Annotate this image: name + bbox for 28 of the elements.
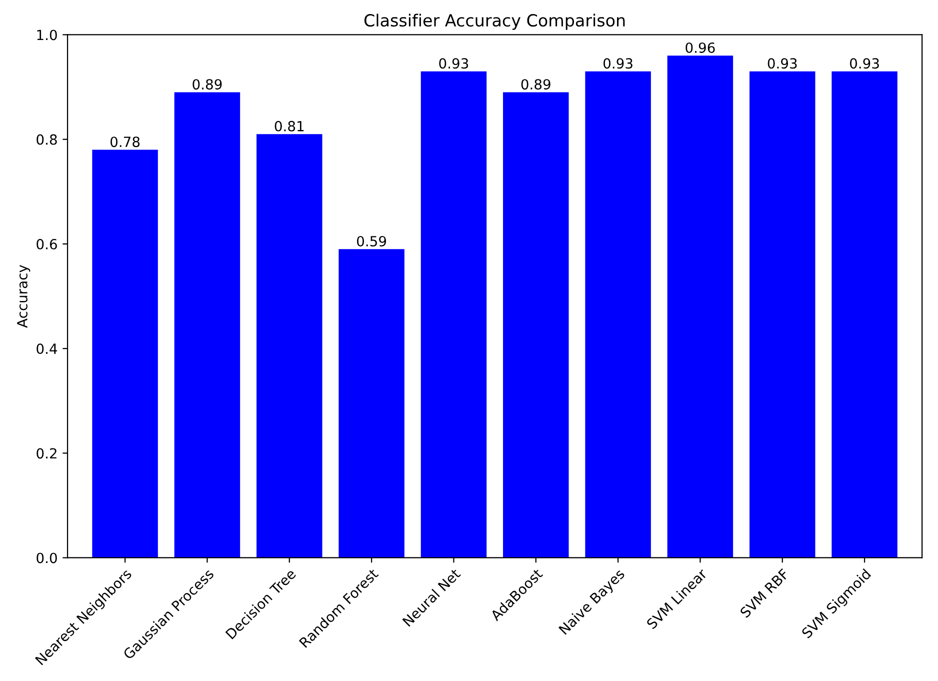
data-label: 0.93	[603, 58, 632, 69]
bar	[750, 71, 816, 558]
y-tick-label: 0.2	[36, 448, 56, 459]
bar	[92, 150, 158, 558]
data-label: 0.96	[686, 42, 715, 53]
data-label: 0.81	[274, 120, 304, 132]
y-axis-title: Accuracy	[17, 264, 30, 328]
data-label: 0.93	[768, 58, 797, 69]
bar	[667, 56, 734, 558]
bar	[832, 71, 898, 558]
bar	[174, 92, 240, 558]
bar	[420, 71, 487, 558]
data-label: 0.93	[439, 58, 468, 69]
y-tick-label: 1.0	[37, 30, 57, 40]
data-label: 0.78	[110, 136, 140, 148]
bar	[338, 249, 404, 558]
data-label: 0.89	[521, 79, 550, 90]
data-label: 0.89	[192, 79, 222, 90]
data-label: 0.59	[357, 236, 386, 246]
chart-title: Classifier Accuracy Comparison	[364, 14, 625, 30]
y-tick-label: 0.8	[36, 134, 57, 145]
y-tick-label: 0.6	[36, 238, 57, 250]
data-label: 0.93	[850, 58, 879, 69]
bar	[585, 71, 651, 558]
bar	[503, 92, 569, 558]
y-tick-label: 0.4	[36, 344, 58, 354]
y-tick-label: 0.0	[36, 552, 57, 564]
bar	[256, 134, 322, 558]
